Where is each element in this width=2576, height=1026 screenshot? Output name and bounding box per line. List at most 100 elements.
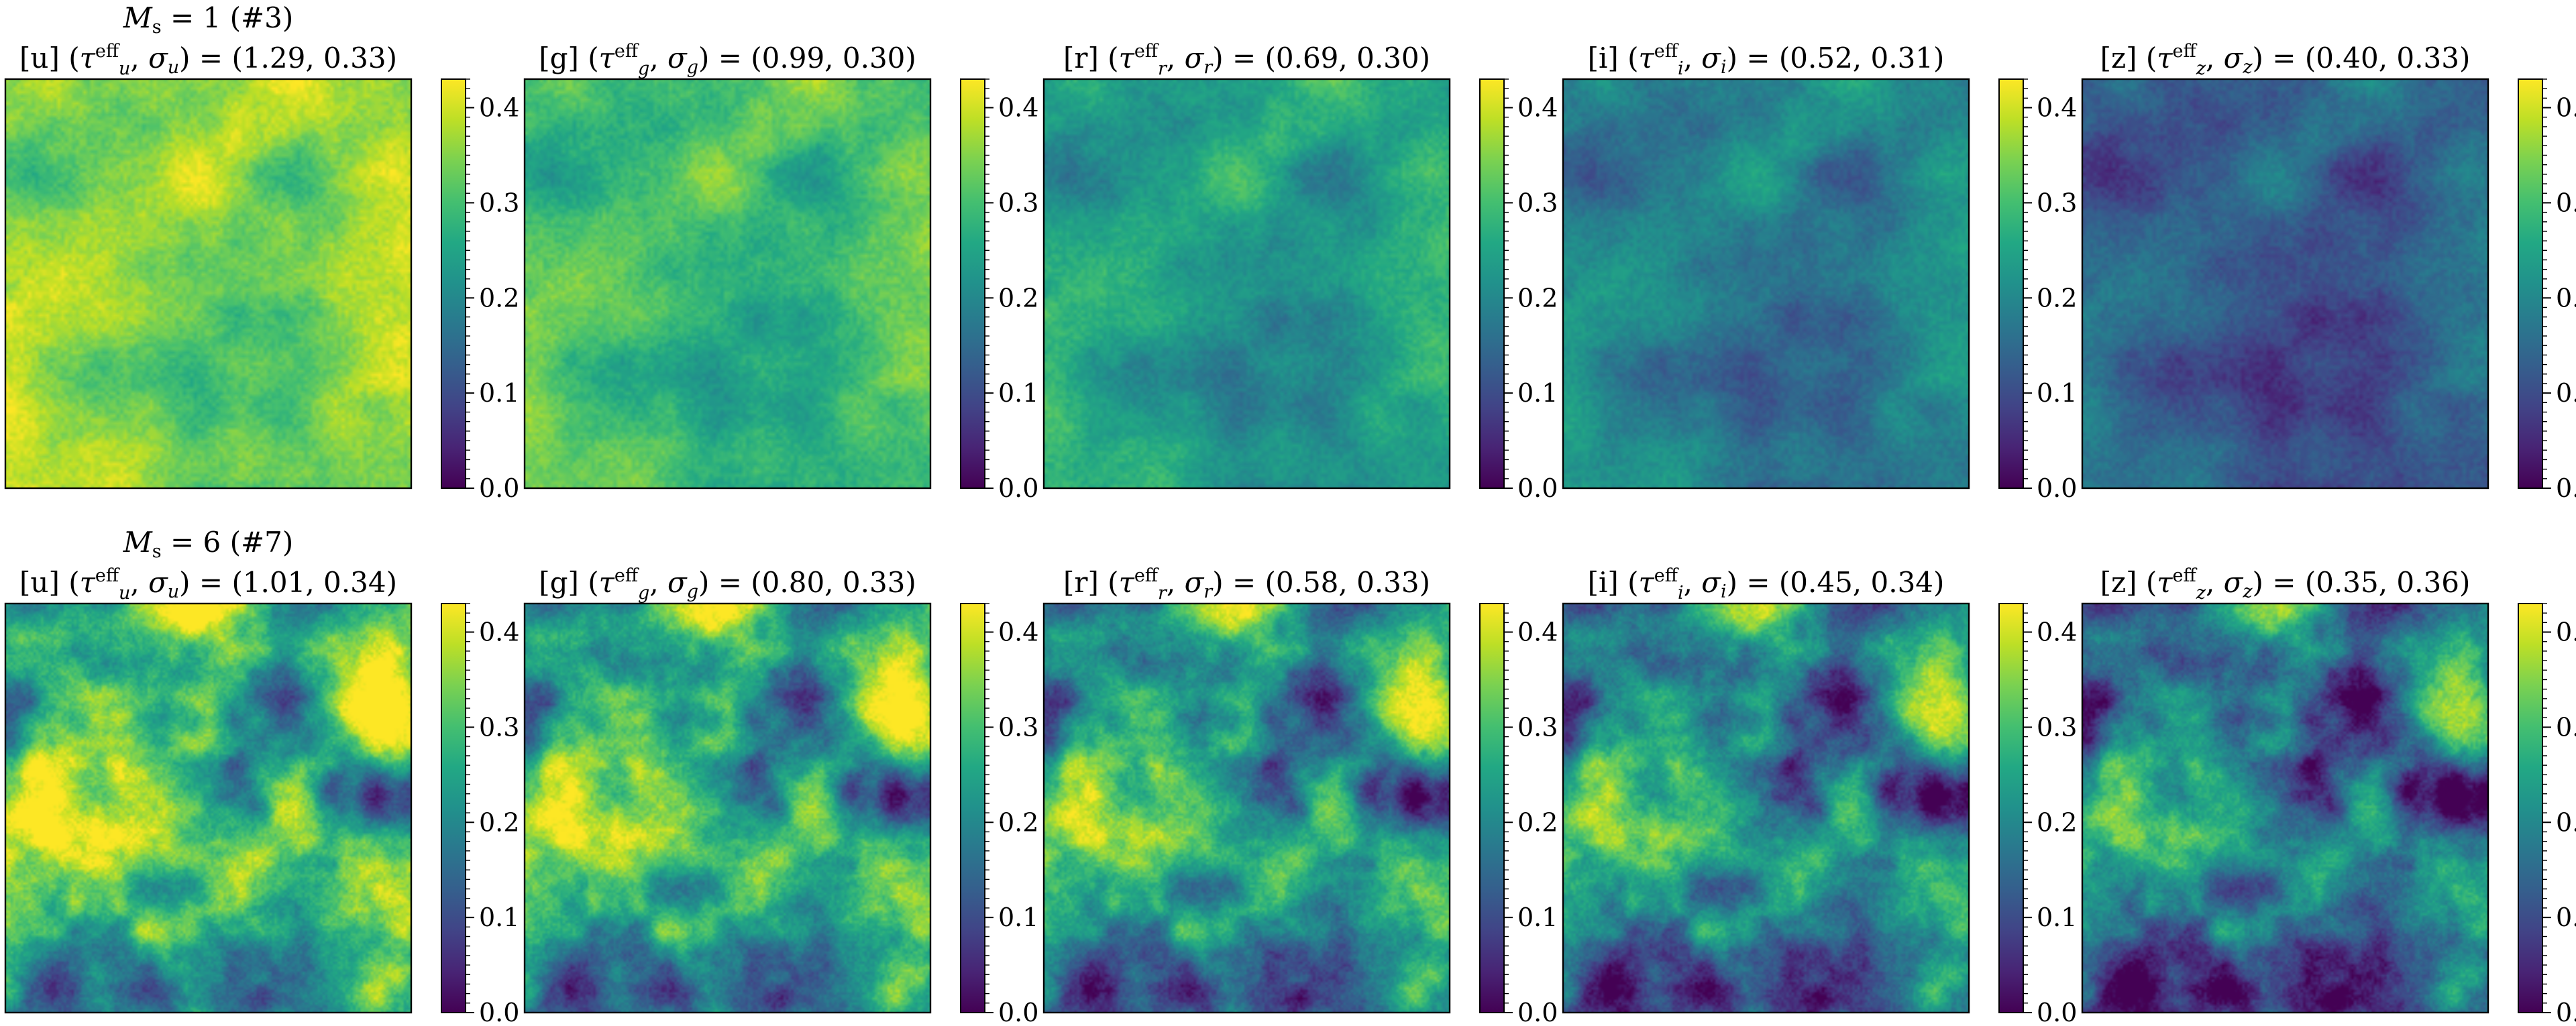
colorbar-frame <box>2518 78 2543 489</box>
colorbar-tick-label: 0.0 <box>998 998 1038 1026</box>
colorbar-frame <box>1479 78 1505 489</box>
colorbar-frame <box>441 78 466 489</box>
colorbar-tick-label: 0.0 <box>1517 998 1558 1026</box>
colorbar-tick-label: 0.0 <box>2037 998 2077 1026</box>
colorbar-tick-label: 0.2 <box>998 807 1038 837</box>
colorbar-tick-label: 0.1 <box>1517 378 1558 408</box>
panel-6-i: [i] (τeffi, σi) = (0.45, 0.34) 0.0 0.1 0.2 0… <box>1562 565 2077 1026</box>
colorbar-tick-label: 0.3 <box>1517 712 1558 742</box>
colorbar-tick-label: 0.0 <box>998 473 1038 503</box>
map-image <box>525 79 930 488</box>
map-frame <box>4 78 413 490</box>
panel-title: [g] (τeffg, σg) = (0.99, 0.30) <box>539 41 916 79</box>
colorbar <box>1999 79 2023 488</box>
colorbar-tick-label: 0.2 <box>2556 283 2576 312</box>
map-image <box>5 79 411 488</box>
panel-title: [g] (τeffg, σg) = (0.80, 0.33) <box>539 565 916 604</box>
colorbar-tick-label: 0.2 <box>2037 283 2077 312</box>
colorbar <box>2518 604 2542 1013</box>
colorbar-tick-label: 0.2 <box>2037 807 2077 837</box>
colorbar-frame <box>1998 78 2024 489</box>
colorbar-tick-label: 0.3 <box>479 188 519 217</box>
colorbar-tick-label: 0.4 <box>2556 93 2576 123</box>
colorbar-tick-label: 0.3 <box>2556 188 2576 217</box>
colorbar-tick-label: 0.0 <box>2037 473 2077 503</box>
colorbar <box>441 604 466 1013</box>
map-frame <box>1042 602 1451 1014</box>
colorbar-tick-label: 0.1 <box>2556 378 2576 408</box>
colorbar <box>961 79 985 488</box>
colorbar-tick-label: 0.1 <box>2556 903 2576 932</box>
colorbar-tick-label: 0.2 <box>1517 807 1558 837</box>
colorbar-tick-label: 0.0 <box>2556 998 2576 1026</box>
colorbar-tick-label: 0.4 <box>479 618 519 647</box>
colorbar-frame <box>441 603 466 1013</box>
colorbar-tick-label: 0.2 <box>1517 283 1558 312</box>
panel-title: [u] (τeffu, σu) = (1.01, 0.34) <box>19 565 397 604</box>
colorbar-tick-label: 0.3 <box>1517 188 1558 217</box>
colorbar <box>1480 79 1504 488</box>
colorbar-tick-label: 0.2 <box>998 283 1038 312</box>
panel-6-r: [r] (τeffr, σr) = (0.58, 0.33) 0.0 0.1 0.2 0… <box>1042 565 1558 1026</box>
colorbar-tick-label: 0.2 <box>479 283 519 312</box>
panel-title: [i] (τeffi, σi) = (0.45, 0.34) <box>1588 565 1945 604</box>
row-title: Ms = 1 (#3) <box>123 1 294 38</box>
colorbar-tick-label: 0.1 <box>1517 903 1558 932</box>
colorbar-tick-label: 0.3 <box>2037 712 2077 742</box>
panel-6-g: [g] (τeffg, σg) = (0.80, 0.33) 0.0 0.1 0.2 0… <box>523 565 1038 1026</box>
panel-1-i: [i] (τeffi, σi) = (0.52, 0.31) 0.0 0.1 0.2 0… <box>1562 41 2077 503</box>
colorbar <box>1999 604 2023 1013</box>
colorbar <box>1480 604 1504 1013</box>
colorbar-tick-label: 0.2 <box>479 807 519 837</box>
colorbar <box>961 604 985 1013</box>
map-frame <box>1042 78 1451 490</box>
map-image <box>1563 604 1969 1013</box>
panel-title: [r] (τeffr, σr) = (0.58, 0.33) <box>1063 565 1430 604</box>
colorbar-tick-label: 0.3 <box>2037 188 2077 217</box>
colorbar-tick-label: 0.3 <box>479 712 519 742</box>
map-image <box>2082 604 2488 1013</box>
colorbar-tick-label: 0.1 <box>479 903 519 932</box>
map-image <box>525 604 930 1013</box>
panel-title: [z] (τeffz, σz) = (0.35, 0.36) <box>2100 565 2471 604</box>
colorbar <box>441 79 466 488</box>
colorbar-tick-label: 0.4 <box>998 93 1038 123</box>
colorbar-tick-label: 0.4 <box>2037 93 2077 123</box>
panel-title: [r] (τeffr, σr) = (0.69, 0.30) <box>1063 41 1430 79</box>
colorbar-tick-label: 0.3 <box>998 712 1038 742</box>
colorbar-tick-label: 0.4 <box>1517 618 1558 647</box>
map-image <box>5 604 411 1013</box>
colorbar-tick-label: 0.4 <box>2037 618 2077 647</box>
map-frame <box>1562 78 1970 490</box>
colorbar-tick-label: 0.0 <box>479 998 519 1026</box>
map-image <box>1044 79 1450 488</box>
colorbar-tick-label: 0.4 <box>2556 618 2576 647</box>
map-image <box>1563 79 1969 488</box>
colorbar-tick-label: 0.3 <box>998 188 1038 217</box>
colorbar-tick-label: 0.3 <box>2556 712 2576 742</box>
colorbar-tick-label: 0.1 <box>2037 378 2077 408</box>
colorbar-frame <box>1479 603 1505 1013</box>
map-frame <box>1562 602 1970 1014</box>
map-frame <box>523 602 932 1014</box>
colorbar-frame <box>960 603 985 1013</box>
colorbar-tick-label: 0.1 <box>998 903 1038 932</box>
row-title: Ms = 6 (#7) <box>123 526 294 562</box>
map-image <box>2082 79 2488 488</box>
colorbar-tick-label: 0.0 <box>479 473 519 503</box>
panel-6-u: [u] (τeffu, σu) = (1.01, 0.34) 0.0 0.1 0.2 0… <box>4 565 519 1026</box>
map-image <box>1044 604 1450 1013</box>
map-frame <box>2081 602 2489 1014</box>
panel-1-r: [r] (τeffr, σr) = (0.69, 0.30) 0.0 0.1 0.2 0… <box>1042 41 1558 503</box>
panel-1-z: [z] (τeffz, σz) = (0.40, 0.33) 0.0 0.1 0.2 0… <box>2081 41 2576 503</box>
colorbar-frame <box>1998 603 2024 1013</box>
panel-1-u: [u] (τeffu, σu) = (1.29, 0.33) 0.0 0.1 0.2 0… <box>4 41 519 503</box>
colorbar-tick-label: 0.4 <box>479 93 519 123</box>
colorbar-frame <box>960 78 985 489</box>
colorbar-tick-label: 0.0 <box>2556 473 2576 503</box>
panel-6-z: [z] (τeffz, σz) = (0.35, 0.36) 0.0 0.1 0.2 0… <box>2081 565 2576 1026</box>
colorbar-frame <box>2518 603 2543 1013</box>
map-frame <box>523 78 932 490</box>
panel-1-g: [g] (τeffg, σg) = (0.99, 0.30) 0.0 0.1 0.2 0… <box>523 41 1038 503</box>
